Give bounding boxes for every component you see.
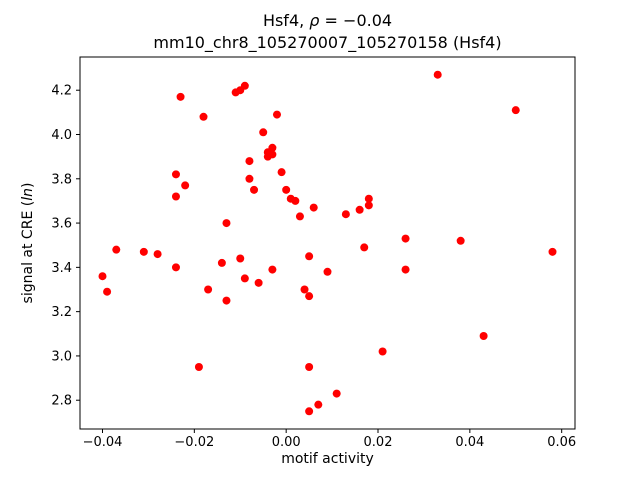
data-point xyxy=(272,110,281,119)
data-point xyxy=(548,247,557,256)
data-point xyxy=(305,363,314,371)
data-point xyxy=(245,157,254,166)
data-point xyxy=(364,201,373,210)
data-point xyxy=(456,236,465,245)
data-point xyxy=(153,250,162,259)
data-point xyxy=(341,210,350,219)
data-point xyxy=(277,168,286,177)
y-tick-label: 3.4 xyxy=(51,261,72,276)
data-point xyxy=(171,170,180,179)
data-point xyxy=(332,389,341,398)
data-point xyxy=(171,263,180,272)
chart-title: Hsf4, ρ = −0.04 xyxy=(80,11,575,31)
data-point xyxy=(240,81,249,90)
data-point xyxy=(309,203,318,212)
rho-symbol: ρ xyxy=(309,11,320,30)
data-point xyxy=(433,70,442,79)
chart-title-suffix: = −0.04 xyxy=(319,11,393,30)
data-point xyxy=(250,185,259,194)
x-tick-label: 0.06 xyxy=(547,435,576,450)
chart-title-prefix: Hsf4, xyxy=(262,11,310,30)
x-tick-label: 0.02 xyxy=(364,435,393,450)
x-tick-label: −0.02 xyxy=(174,435,214,450)
data-point xyxy=(300,285,309,294)
data-point xyxy=(259,128,268,137)
data-point xyxy=(305,252,314,261)
data-point xyxy=(323,267,332,276)
data-point xyxy=(222,219,231,228)
data-point xyxy=(268,265,277,274)
data-point xyxy=(112,245,121,254)
y-tick-label: 3.0 xyxy=(51,349,72,364)
x-tick-label: 0.04 xyxy=(455,435,484,450)
data-point xyxy=(355,205,364,214)
y-tick-label: 4.2 xyxy=(51,84,72,99)
y-tick-label: 3.2 xyxy=(51,305,72,320)
data-point xyxy=(236,254,245,263)
data-point xyxy=(511,106,520,115)
data-point xyxy=(295,212,304,221)
data-point xyxy=(181,181,190,190)
data-point xyxy=(268,150,277,159)
data-point xyxy=(268,143,277,152)
data-point xyxy=(291,196,300,205)
y-tick-label: 3.8 xyxy=(51,172,72,187)
y-tick-label: 4.0 xyxy=(51,128,72,143)
y-tick-label: 3.6 xyxy=(51,217,72,232)
data-point xyxy=(254,278,263,287)
data-point xyxy=(194,363,203,371)
data-point xyxy=(222,296,231,305)
data-point xyxy=(240,274,249,283)
data-point xyxy=(103,287,112,296)
data-point xyxy=(479,332,488,340)
data-point xyxy=(217,258,226,267)
x-tick-label: −0.04 xyxy=(83,435,123,450)
chart-subtitle: mm10_chr8_105270007_105270158 (Hsf4) xyxy=(153,33,502,52)
data-point xyxy=(139,247,148,256)
data-point xyxy=(98,272,107,281)
data-point xyxy=(199,112,208,121)
x-axis-label: motif activity xyxy=(281,451,374,467)
data-point xyxy=(245,174,254,183)
y-tick-label: 2.8 xyxy=(51,394,72,409)
x-tick-label: 0.00 xyxy=(272,435,301,450)
data-point xyxy=(305,292,314,301)
data-point xyxy=(360,243,369,252)
data-point xyxy=(282,185,291,194)
data-point xyxy=(314,400,323,409)
axes-box xyxy=(79,56,576,430)
data-point xyxy=(176,92,185,101)
data-point xyxy=(378,347,387,356)
data-point xyxy=(401,234,410,243)
data-point xyxy=(364,194,373,203)
data-point xyxy=(171,192,180,201)
data-point xyxy=(305,407,314,416)
data-point xyxy=(401,265,410,274)
data-point xyxy=(204,285,213,294)
